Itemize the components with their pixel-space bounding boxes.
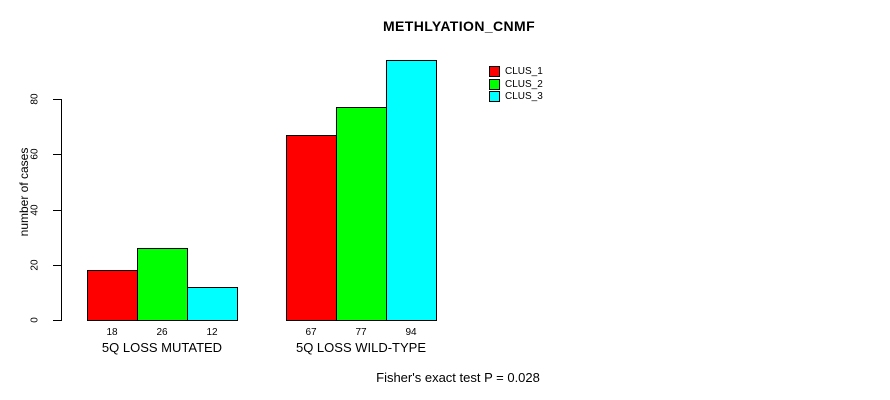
- y-tick: [53, 320, 61, 321]
- bar-value-label: 94: [405, 327, 417, 338]
- bar-clus_2-1: [137, 248, 188, 321]
- bar-value-label: 67: [305, 327, 317, 338]
- bar-value-label: 77: [355, 327, 367, 338]
- annotation-text: Fisher's exact test P = 0.028: [376, 370, 540, 385]
- y-axis-line: [61, 99, 62, 321]
- y-tick: [53, 210, 61, 211]
- legend-label: CLUS_3: [505, 91, 543, 103]
- legend-label: CLUS_1: [505, 66, 543, 78]
- legend-swatch-clus_1: [489, 66, 500, 78]
- legend-row: CLUS_2: [489, 78, 543, 91]
- bar-value-label: 26: [156, 327, 168, 338]
- bar-clus_1-2: [286, 135, 337, 321]
- bar-value-label: 12: [206, 327, 218, 338]
- y-tick-label: 0: [29, 317, 41, 323]
- bar-clus_1-1: [87, 270, 138, 321]
- legend-row: CLUS_1: [489, 66, 543, 78]
- y-tick-label: 40: [29, 204, 41, 216]
- legend-swatch-clus_3: [489, 91, 500, 103]
- legend-label: CLUS_2: [505, 78, 543, 90]
- x-group-label: 5Q LOSS MUTATED: [101, 340, 223, 355]
- chart-title: METHLYATION_CNMF: [382, 18, 536, 34]
- y-tick: [53, 154, 61, 155]
- y-axis-label: number of cases: [17, 147, 31, 237]
- legend: CLUS_1 CLUS_2 CLUS_3: [489, 66, 543, 104]
- y-tick-label: 20: [29, 259, 41, 271]
- y-tick: [53, 99, 61, 100]
- x-group-label: 5Q LOSS WILD-TYPE: [295, 340, 427, 355]
- bar-clus_2-2: [336, 107, 387, 321]
- legend-row: CLUS_3: [489, 91, 543, 103]
- bar-clus_3-2: [386, 60, 437, 321]
- bar-clus_3-1: [187, 287, 238, 321]
- y-tick: [53, 265, 61, 266]
- y-tick-label: 60: [29, 148, 41, 160]
- bar-value-label: 18: [106, 327, 118, 338]
- legend-swatch-clus_2: [489, 78, 500, 90]
- y-tick-label: 80: [29, 93, 41, 105]
